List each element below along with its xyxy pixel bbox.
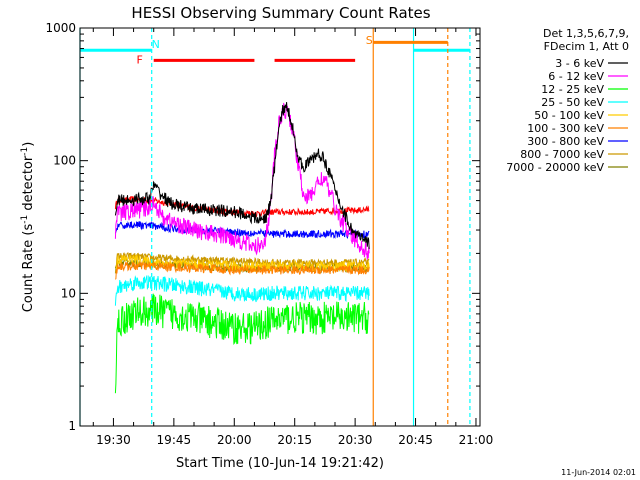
flag-s-label: S: [366, 34, 373, 47]
series-line-100-300-kev: [114, 261, 370, 280]
legend-label: 800 - 7000 keV: [520, 148, 604, 161]
legend: Det 1,3,5,6,7,9, FDecim 1, Att 0 3 - 6 k…: [506, 27, 629, 174]
series-line-6-12-kev: [114, 102, 370, 260]
x-tick-label: 19:30: [96, 433, 131, 447]
flag-n-label: N: [152, 38, 160, 51]
plot-frame: [79, 27, 481, 427]
y-tick-label: 100: [53, 154, 76, 168]
legend-label: 7000 - 20000 keV: [506, 161, 604, 174]
y-label-sup-1: -1: [20, 215, 30, 224]
series-line-3-6-kev: [114, 102, 370, 250]
x-tick-label: 20:15: [277, 433, 312, 447]
legend-label: 100 - 300 keV: [527, 122, 604, 135]
y-label-part-1: Count Rate (s: [21, 224, 36, 313]
series-line-300-800-kev: [114, 221, 370, 239]
data-series-group: [114, 102, 370, 394]
x-axis-label: Start Time (10-Jun-14 19:21:42): [176, 456, 384, 471]
x-axis: 19:30 19:45 20:00 20:15 20:30 20:45 21:00: [92, 28, 494, 447]
y-label-sup-2: -1: [20, 147, 30, 156]
flag-f-label: F: [136, 53, 142, 66]
x-tick-label: 20:00: [217, 433, 252, 447]
legend-label: 300 - 800 keV: [527, 135, 604, 148]
x-tick-label: 20:45: [398, 433, 433, 447]
series-line-25-50-kev: [114, 274, 370, 306]
legend-label: 3 - 6 keV: [555, 57, 604, 70]
x-tick-label: 19:45: [157, 433, 192, 447]
y-axis-label: Count Rate (s-1 detector-1): [20, 142, 36, 313]
y-tick-label: 1: [68, 419, 76, 433]
x-tick-label: 20:30: [338, 433, 373, 447]
y-tick-label: 1000: [45, 21, 76, 35]
y-tick-label: 10: [61, 286, 76, 300]
legend-label: 50 - 100 keV: [534, 109, 604, 122]
series-line-50-100-kev: [115, 254, 370, 274]
chart-title: HESSI Observing Summary Count Rates: [131, 4, 430, 22]
legend-label: 6 - 12 keV: [548, 70, 604, 83]
y-label-part-2: detector: [21, 155, 36, 215]
y-label-part-3: ): [21, 142, 36, 147]
legend-header-line-2: FDecim 1, Att 0: [544, 40, 629, 53]
legend-label: 12 - 25 keV: [541, 83, 604, 96]
y-axis: 1 10 100 1000: [45, 21, 480, 433]
series-line-12-25-kev: [114, 293, 370, 394]
legend-label: 25 - 50 keV: [541, 96, 604, 109]
timestamp: 11-Jun-2014 02:01: [561, 468, 636, 477]
x-tick-label: 21:00: [459, 433, 494, 447]
legend-header-line-1: Det 1,3,5,6,7,9,: [543, 27, 629, 40]
